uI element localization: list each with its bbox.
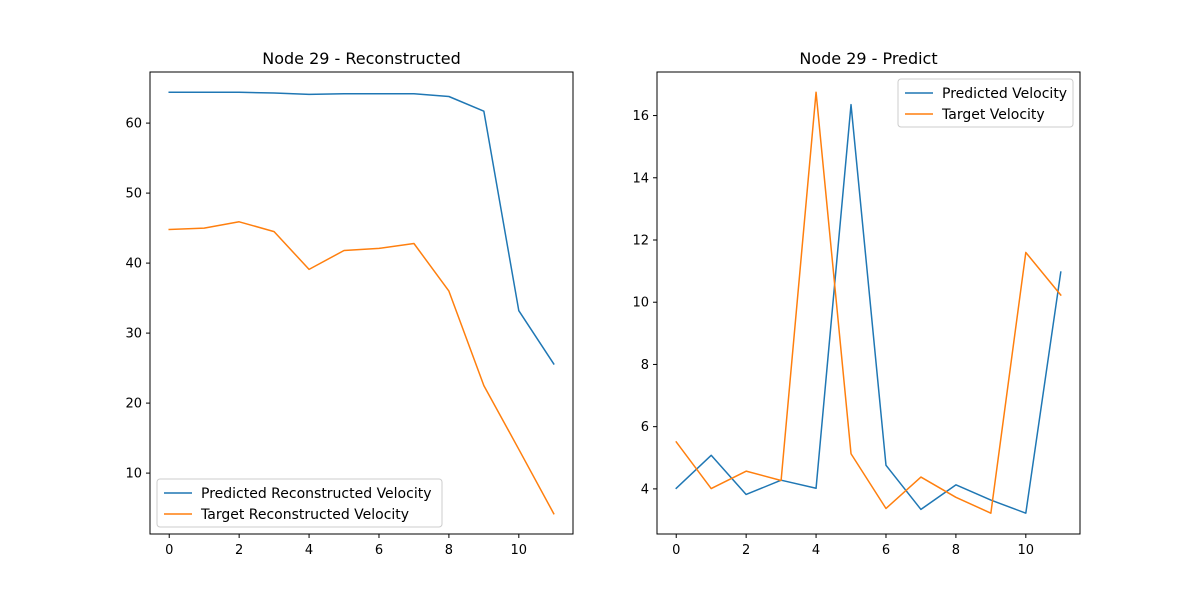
- y-tick-label: 50: [125, 187, 142, 202]
- y-tick-label: 40: [125, 257, 142, 272]
- legend: Predicted Reconstructed Velocity Target R…: [156, 478, 443, 528]
- x-tick-label: 10: [511, 543, 528, 558]
- x-tick-label: 0: [672, 543, 680, 558]
- x-tick-label: 10: [1018, 543, 1035, 558]
- legend-label: Predicted Reconstructed Velocity: [201, 486, 432, 502]
- y-tick-label: 14: [632, 171, 649, 186]
- chart-title: Node 29 - Predict: [799, 49, 937, 68]
- x-tick-label: 8: [445, 543, 453, 558]
- x-tick-label: 4: [305, 543, 313, 558]
- chart-reconstructed: Node 29 - Reconstructed 0 2 4 6 8 10 10 20 30 40 50…: [125, 49, 574, 558]
- legend-box: [156, 478, 443, 528]
- chart-predict: Node 29 - Predict 0 2 4 6 8 10 4 6 8 10 12 14 16 Predi…: [632, 49, 1081, 558]
- y-tick-label: 12: [632, 234, 649, 249]
- legend: Predicted Velocity Target Velocity: [897, 78, 1074, 128]
- y-tick-label: 16: [632, 109, 649, 124]
- y-tick-label: 30: [125, 327, 142, 342]
- y-tick-label: 6: [641, 420, 649, 435]
- y-tick-label: 60: [125, 117, 142, 132]
- legend-label: Predicted Velocity: [942, 86, 1067, 102]
- plot-area: [149, 71, 574, 535]
- y-tick-label: 10: [632, 296, 649, 311]
- legend-box: [897, 78, 1074, 128]
- y-tick-label: 20: [125, 397, 142, 412]
- x-tick-label: 6: [375, 543, 383, 558]
- x-tick-label: 2: [742, 543, 750, 558]
- chart-title: Node 29 - Reconstructed: [262, 49, 461, 68]
- series-line-target: [168, 221, 555, 515]
- y-tick-label: 4: [641, 482, 649, 497]
- y-tick-label: 10: [125, 467, 142, 482]
- series-line-target: [675, 91, 1062, 514]
- x-tick-label: 4: [812, 543, 820, 558]
- x-tick-label: 8: [952, 543, 960, 558]
- plot-area: [656, 71, 1081, 535]
- series-line-predicted: [168, 91, 555, 365]
- x-tick-label: 2: [235, 543, 243, 558]
- series-line-predicted: [675, 103, 1062, 514]
- legend-label: Target Reconstructed Velocity: [200, 507, 409, 523]
- legend-label: Target Velocity: [941, 107, 1045, 123]
- y-tick-label: 8: [641, 358, 649, 373]
- x-tick-label: 0: [165, 543, 173, 558]
- x-tick-label: 6: [882, 543, 890, 558]
